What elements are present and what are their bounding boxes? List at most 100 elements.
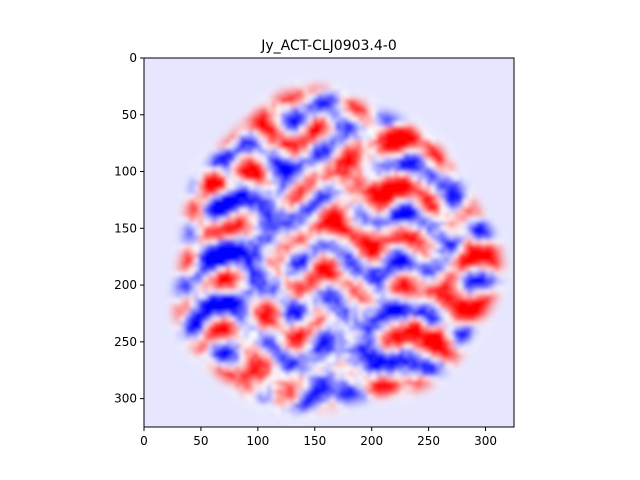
map-cell	[399, 266, 405, 273]
map-cell	[371, 94, 377, 100]
map-cell	[403, 230, 409, 236]
map-cell	[262, 339, 268, 345]
map-cell	[371, 339, 377, 345]
map-cell	[358, 303, 364, 309]
map-cell	[399, 330, 405, 336]
map-cell	[458, 248, 464, 254]
map-cell	[207, 353, 213, 359]
map-cell	[307, 126, 314, 132]
map-cell	[380, 403, 386, 409]
map-cell	[244, 235, 250, 241]
map-cell	[312, 407, 318, 413]
map-cell	[207, 230, 213, 236]
map-cell	[353, 362, 359, 368]
map-cell	[276, 371, 282, 377]
map-cell	[435, 275, 441, 282]
map-cell	[467, 212, 473, 218]
map-cell	[321, 235, 327, 241]
map-cell	[490, 316, 496, 323]
map-cell	[330, 189, 336, 195]
map-cell	[307, 339, 314, 345]
map-cell	[180, 198, 186, 204]
map-cell	[257, 316, 263, 323]
map-cell	[417, 203, 423, 209]
map-cell	[276, 112, 282, 118]
map-cell	[440, 194, 446, 200]
map-cell	[189, 248, 195, 254]
map-cell	[212, 235, 218, 241]
map-cell	[344, 171, 350, 177]
map-cell	[248, 171, 254, 177]
map-cell	[490, 294, 496, 300]
map-cell	[298, 112, 304, 118]
map-cell	[244, 325, 250, 332]
map-cell	[289, 421, 295, 427]
map-cell	[266, 226, 273, 232]
map-cell	[399, 344, 405, 350]
map-cell	[421, 153, 427, 159]
map-cell	[225, 221, 232, 227]
map-cell	[207, 294, 213, 300]
map-cell	[380, 339, 386, 345]
map-cell	[262, 226, 268, 232]
map-cell	[348, 157, 355, 164]
map-cell	[339, 307, 345, 313]
map-cell	[298, 335, 304, 341]
map-cell	[389, 253, 396, 259]
map-cell	[430, 203, 437, 209]
map-cell	[376, 157, 382, 164]
map-cell	[449, 203, 455, 209]
map-cell	[394, 230, 400, 236]
map-cell	[339, 94, 345, 100]
map-cell	[216, 221, 223, 227]
map-cell	[221, 294, 227, 300]
map-cell	[353, 289, 359, 295]
map-cell	[194, 357, 200, 363]
map-cell	[262, 275, 268, 282]
map-cell	[203, 230, 209, 236]
map-cell	[194, 330, 200, 336]
map-cell	[326, 353, 332, 359]
map-cell	[335, 203, 341, 209]
map-cell	[403, 194, 409, 200]
map-cell	[262, 403, 268, 409]
map-cell	[426, 294, 432, 300]
map-cell	[417, 117, 423, 123]
map-cell	[307, 312, 314, 318]
map-cell	[326, 280, 332, 286]
map-cell	[440, 339, 446, 345]
map-cell	[235, 221, 241, 227]
map-cell	[440, 353, 446, 359]
map-cell	[298, 289, 304, 295]
map-cell	[376, 271, 382, 277]
map-cell	[462, 162, 468, 168]
map-cell	[239, 153, 245, 159]
map-cell	[203, 216, 209, 223]
map-cell	[330, 262, 336, 268]
map-cell	[235, 126, 241, 132]
map-cell	[184, 330, 191, 336]
map-cell	[430, 162, 437, 168]
map-cell	[380, 126, 386, 132]
map-cell	[348, 98, 355, 105]
map-cell	[403, 207, 409, 214]
map-cell	[184, 339, 191, 345]
map-cell	[471, 185, 478, 191]
map-cell	[271, 166, 277, 173]
map-cell	[216, 307, 223, 313]
map-cell	[367, 166, 373, 173]
map-cell	[312, 398, 318, 404]
map-cell	[203, 239, 209, 245]
map-cell	[307, 366, 314, 372]
map-cell	[476, 335, 482, 341]
map-cell	[353, 198, 359, 204]
map-cell	[376, 244, 382, 250]
map-cell	[389, 312, 396, 318]
map-cell	[367, 226, 373, 232]
map-cell	[444, 353, 450, 359]
map-cell	[467, 280, 473, 286]
map-cell	[244, 221, 250, 227]
map-cell	[344, 85, 350, 91]
map-cell	[280, 117, 286, 123]
map-cell	[403, 121, 409, 127]
